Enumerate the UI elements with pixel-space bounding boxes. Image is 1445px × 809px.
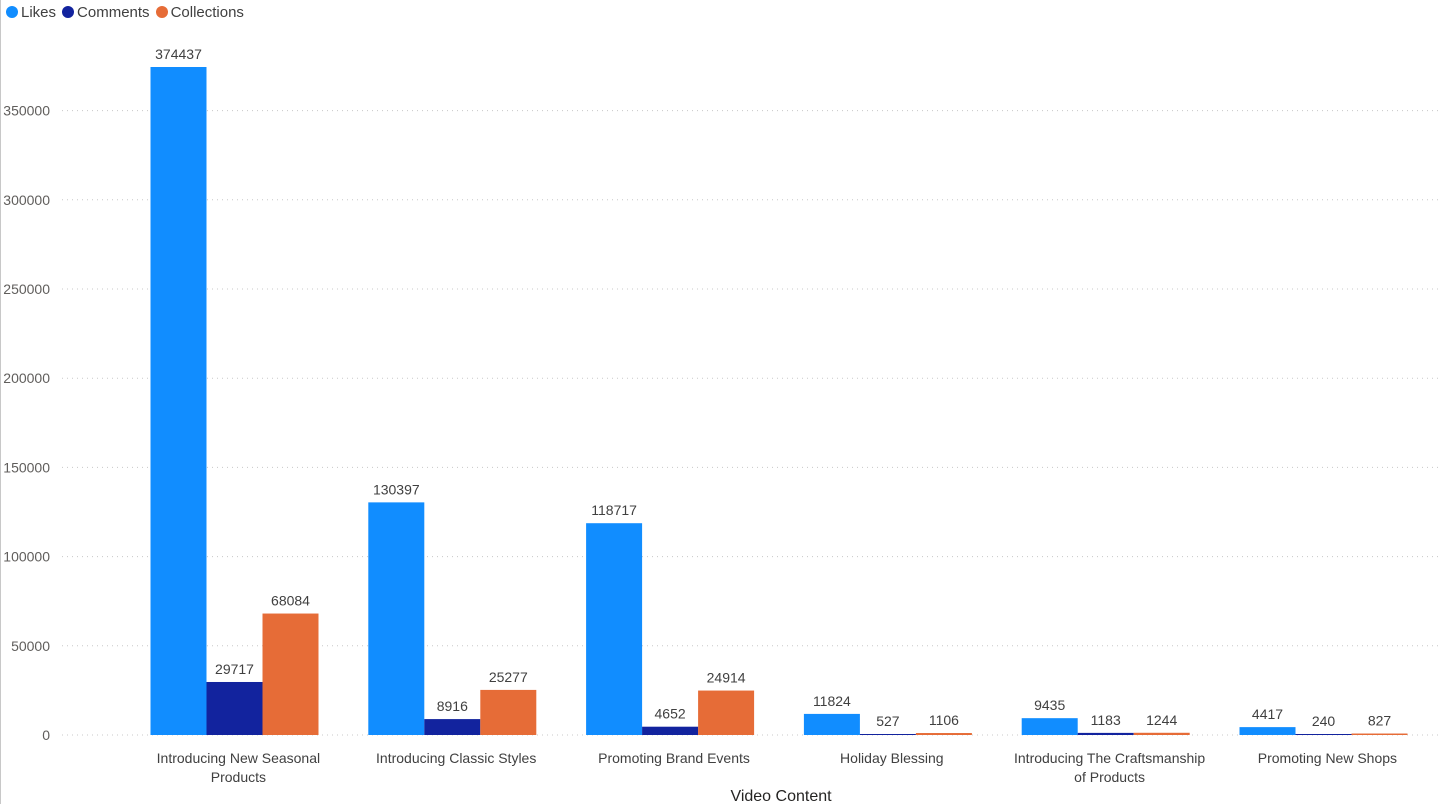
bar-collections[interactable] bbox=[698, 690, 755, 735]
bar-comments[interactable] bbox=[859, 734, 916, 735]
y-tick-label: 50000 bbox=[11, 638, 50, 654]
legend-item-collections[interactable]: Collections bbox=[155, 3, 244, 21]
data-label: 9435 bbox=[1034, 697, 1065, 713]
bar-comments[interactable] bbox=[424, 719, 481, 735]
x-axis-title: Video Content bbox=[730, 788, 832, 804]
data-label: 8916 bbox=[437, 698, 468, 714]
data-label: 1106 bbox=[929, 712, 959, 728]
data-label: 25277 bbox=[489, 669, 528, 685]
data-label: 1183 bbox=[1091, 712, 1121, 728]
data-label: 1244 bbox=[1146, 712, 1177, 728]
y-tick-label: 0 bbox=[42, 727, 50, 743]
y-tick-label: 300000 bbox=[3, 192, 50, 208]
data-label: 29717 bbox=[215, 661, 254, 677]
bar-likes[interactable] bbox=[1239, 727, 1296, 735]
bar-likes[interactable] bbox=[150, 67, 207, 735]
data-label: 4417 bbox=[1252, 706, 1283, 722]
bar-comments[interactable] bbox=[206, 681, 263, 735]
legend-item-comments[interactable]: Comments bbox=[62, 4, 150, 21]
x-tick-label: Promoting Brand Events bbox=[598, 750, 750, 766]
x-tick-label: Promoting New Shops bbox=[1258, 750, 1397, 766]
bar-likes[interactable] bbox=[368, 502, 425, 735]
bar-likes[interactable] bbox=[1021, 718, 1078, 735]
data-label: 24914 bbox=[707, 670, 746, 686]
data-label: 527 bbox=[876, 713, 900, 729]
legend-label: Likes bbox=[21, 3, 57, 21]
data-label: 240 bbox=[1312, 713, 1336, 729]
bar-likes[interactable] bbox=[803, 713, 860, 735]
legend-dot-icon bbox=[155, 6, 168, 18]
bar-likes[interactable] bbox=[586, 523, 643, 735]
legend: Likes Comments Collections bbox=[6, 2, 250, 22]
x-tick-label: Introducing Classic Styles bbox=[376, 750, 536, 766]
legend-dot-icon bbox=[6, 6, 18, 18]
data-label: 827 bbox=[1368, 713, 1392, 729]
bar-collections[interactable] bbox=[1351, 733, 1408, 735]
x-tick-label: Holiday Blessing bbox=[840, 750, 944, 766]
bar-comments[interactable] bbox=[642, 726, 699, 735]
bar-collections[interactable] bbox=[262, 613, 319, 735]
legend-label: Comments bbox=[77, 3, 150, 21]
bar-collections[interactable] bbox=[1133, 732, 1190, 735]
x-tick-label: Introducing New Seasonal Products bbox=[157, 750, 320, 785]
frame-border bbox=[0, 0, 1, 804]
y-tick-label: 150000 bbox=[3, 459, 50, 475]
data-label: 130397 bbox=[373, 481, 420, 497]
bar-comments[interactable] bbox=[1077, 732, 1134, 735]
bar-collections[interactable] bbox=[480, 689, 537, 735]
y-tick-label: 350000 bbox=[3, 103, 50, 119]
data-label: 374437 bbox=[155, 46, 202, 62]
data-label: 11824 bbox=[813, 693, 851, 709]
x-tick-label: Introducing The Craftsmanship of Products bbox=[1014, 750, 1205, 785]
data-label: 118717 bbox=[591, 502, 637, 518]
bar-comments[interactable] bbox=[1295, 734, 1352, 735]
y-tick-label: 100000 bbox=[3, 549, 50, 565]
legend-item-likes[interactable]: Likes bbox=[6, 4, 56, 21]
y-tick-label: 250000 bbox=[3, 281, 50, 297]
bar-collections[interactable] bbox=[915, 733, 972, 735]
legend-dot-icon bbox=[62, 6, 75, 18]
data-label: 68084 bbox=[271, 593, 310, 609]
legend-label: Collections bbox=[170, 3, 244, 21]
data-label: 4652 bbox=[655, 706, 686, 722]
y-tick-label: 200000 bbox=[3, 370, 50, 386]
